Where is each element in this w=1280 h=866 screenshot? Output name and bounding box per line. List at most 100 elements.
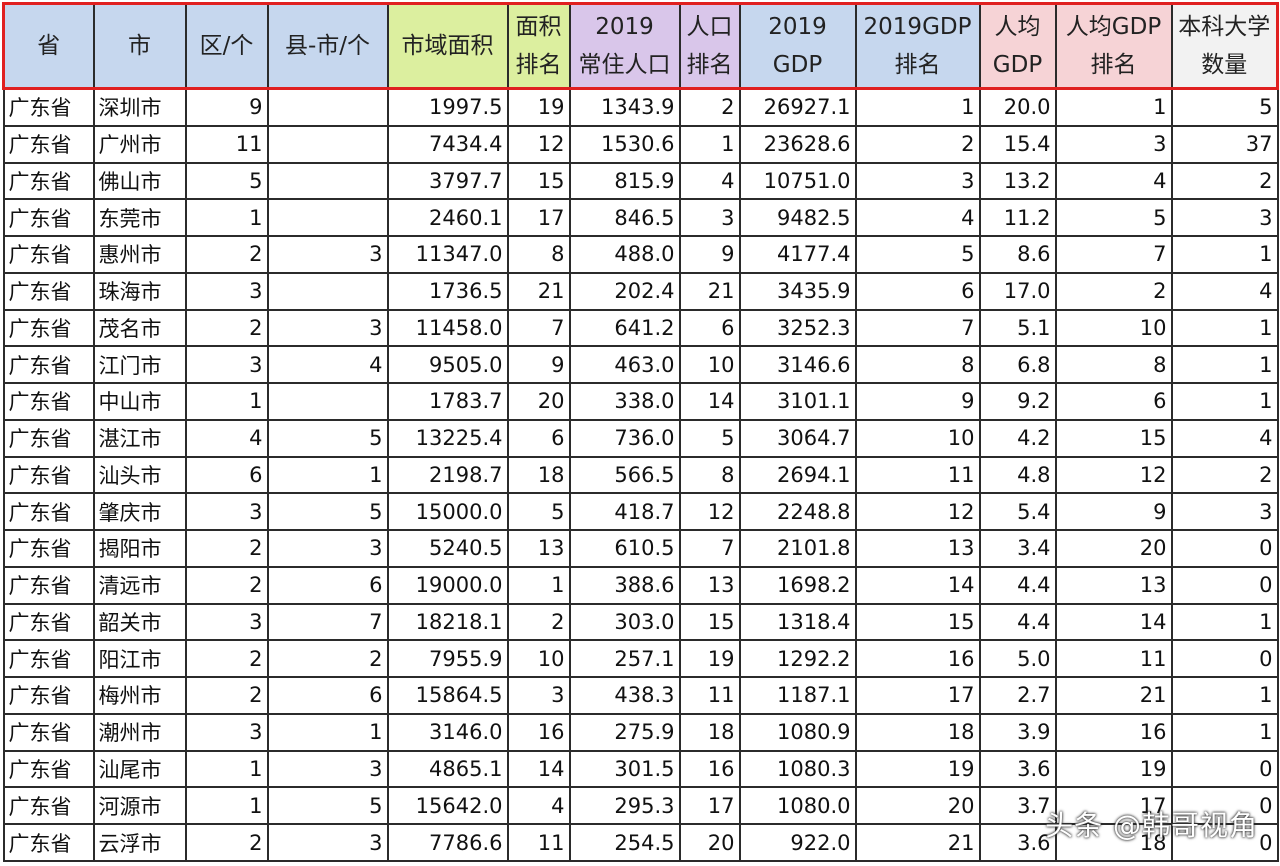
cell-province[interactable]: 广东省 — [2, 712, 95, 752]
cell-city[interactable]: 汕头市 — [92, 455, 187, 495]
cell-population[interactable]: 1343.9 — [568, 87, 681, 127]
cell-districts[interactable]: 3 — [184, 345, 269, 385]
cell-area[interactable]: 7955.9 — [386, 639, 509, 679]
header-gdp-per-capita-rank[interactable]: 人均GDP 排名 — [1054, 2, 1173, 90]
cell-population-rank[interactable]: 4 — [678, 161, 741, 201]
cell-gdp[interactable]: 1187.1 — [738, 676, 857, 715]
cell-counties[interactable]: 7 — [266, 602, 389, 642]
cell-population-rank[interactable]: 12 — [678, 492, 741, 532]
cell-population[interactable]: 641.2 — [568, 308, 681, 348]
cell-city[interactable]: 江门市 — [92, 345, 187, 385]
cell-area[interactable]: 2460.1 — [386, 198, 509, 238]
cell-universities[interactable]: 1 — [1170, 676, 1279, 715]
cell-districts[interactable]: 4 — [184, 418, 269, 458]
cell-gdp-per-capita[interactable]: 9.2 — [978, 382, 1057, 421]
cell-counties[interactable]: 5 — [266, 418, 389, 458]
cell-population-rank[interactable]: 17 — [678, 786, 741, 826]
cell-province[interactable]: 广东省 — [2, 87, 95, 127]
cell-area[interactable]: 1736.5 — [386, 271, 509, 311]
cell-area[interactable]: 9505.0 — [386, 345, 509, 385]
cell-population-rank[interactable]: 3 — [678, 198, 741, 238]
cell-gdp-per-capita-rank[interactable]: 19 — [1054, 749, 1173, 789]
cell-population-rank[interactable]: 16 — [678, 749, 741, 789]
cell-population[interactable]: 1530.6 — [568, 124, 681, 164]
cell-counties[interactable]: 5 — [266, 492, 389, 532]
cell-districts[interactable]: 2 — [184, 235, 269, 274]
cell-area[interactable]: 3146.0 — [386, 712, 509, 752]
cell-districts[interactable]: 2 — [184, 639, 269, 679]
cell-population-rank[interactable]: 20 — [678, 823, 741, 862]
cell-gdp[interactable]: 9482.5 — [738, 198, 857, 238]
cell-area-rank[interactable]: 9 — [506, 345, 571, 385]
cell-counties[interactable]: 3 — [266, 235, 389, 274]
cell-gdp[interactable]: 2101.8 — [738, 529, 857, 568]
cell-area-rank[interactable]: 6 — [506, 418, 571, 458]
cell-province[interactable]: 广东省 — [2, 676, 95, 715]
cell-universities[interactable]: 37 — [1170, 124, 1279, 164]
cell-counties[interactable] — [266, 198, 389, 238]
cell-gdp-per-capita-rank[interactable]: 8 — [1054, 345, 1173, 385]
cell-gdp[interactable]: 3435.9 — [738, 271, 857, 311]
cell-gdp-per-capita[interactable]: 4.4 — [978, 602, 1057, 642]
cell-gdp-per-capita[interactable]: 8.6 — [978, 235, 1057, 274]
cell-population-rank[interactable]: 6 — [678, 308, 741, 348]
cell-province[interactable]: 广东省 — [2, 786, 95, 826]
cell-city[interactable]: 揭阳市 — [92, 529, 187, 568]
cell-population-rank[interactable]: 7 — [678, 529, 741, 568]
cell-gdp-per-capita-rank[interactable]: 18 — [1054, 823, 1173, 862]
cell-population-rank[interactable]: 11 — [678, 676, 741, 715]
cell-universities[interactable]: 5 — [1170, 87, 1279, 127]
cell-area-rank[interactable]: 16 — [506, 712, 571, 752]
cell-population[interactable]: 301.5 — [568, 749, 681, 789]
cell-area-rank[interactable]: 11 — [506, 823, 571, 862]
cell-province[interactable]: 广东省 — [2, 161, 95, 201]
cell-gdp[interactable]: 3064.7 — [738, 418, 857, 458]
cell-gdp-per-capita[interactable]: 5.1 — [978, 308, 1057, 348]
cell-districts[interactable]: 9 — [184, 87, 269, 127]
cell-gdp-per-capita-rank[interactable]: 5 — [1054, 198, 1173, 238]
cell-province[interactable]: 广东省 — [2, 823, 95, 862]
cell-gdp-per-capita[interactable]: 5.4 — [978, 492, 1057, 532]
cell-province[interactable]: 广东省 — [2, 639, 95, 679]
cell-population[interactable]: 736.0 — [568, 418, 681, 458]
cell-gdp-per-capita[interactable]: 3.6 — [978, 749, 1057, 789]
cell-universities[interactable]: 1 — [1170, 345, 1279, 385]
cell-gdp-rank[interactable]: 14 — [854, 565, 981, 605]
cell-area[interactable]: 11347.0 — [386, 235, 509, 274]
cell-population[interactable]: 275.9 — [568, 712, 681, 752]
cell-gdp-rank[interactable]: 8 — [854, 345, 981, 385]
cell-universities[interactable]: 2 — [1170, 455, 1279, 495]
cell-population-rank[interactable]: 8 — [678, 455, 741, 495]
cell-population[interactable]: 610.5 — [568, 529, 681, 568]
cell-gdp[interactable]: 1318.4 — [738, 602, 857, 642]
cell-area[interactable]: 4865.1 — [386, 749, 509, 789]
cell-area[interactable]: 1783.7 — [386, 382, 509, 421]
cell-gdp-rank[interactable]: 1 — [854, 87, 981, 127]
cell-districts[interactable]: 3 — [184, 602, 269, 642]
cell-area[interactable]: 15000.0 — [386, 492, 509, 532]
cell-gdp[interactable]: 23628.6 — [738, 124, 857, 164]
cell-population[interactable]: 303.0 — [568, 602, 681, 642]
cell-gdp-per-capita-rank[interactable]: 9 — [1054, 492, 1173, 532]
cell-area-rank[interactable]: 10 — [506, 639, 571, 679]
cell-city[interactable]: 佛山市 — [92, 161, 187, 201]
cell-universities[interactable]: 0 — [1170, 639, 1279, 679]
cell-gdp-rank[interactable]: 7 — [854, 308, 981, 348]
cell-districts[interactable]: 2 — [184, 676, 269, 715]
cell-population-rank[interactable]: 1 — [678, 124, 741, 164]
cell-province[interactable]: 广东省 — [2, 382, 95, 421]
cell-city[interactable]: 梅州市 — [92, 676, 187, 715]
cell-area[interactable]: 15864.5 — [386, 676, 509, 715]
cell-districts[interactable]: 1 — [184, 786, 269, 826]
cell-population[interactable]: 488.0 — [568, 235, 681, 274]
cell-counties[interactable] — [266, 161, 389, 201]
header-districts[interactable]: 区/个 — [184, 2, 269, 90]
cell-districts[interactable]: 2 — [184, 823, 269, 862]
cell-gdp-per-capita[interactable]: 4.4 — [978, 565, 1057, 605]
cell-gdp-per-capita[interactable]: 4.8 — [978, 455, 1057, 495]
cell-gdp-per-capita[interactable]: 15.4 — [978, 124, 1057, 164]
cell-gdp[interactable]: 3101.1 — [738, 382, 857, 421]
cell-area[interactable]: 13225.4 — [386, 418, 509, 458]
cell-counties[interactable] — [266, 87, 389, 127]
cell-universities[interactable]: 1 — [1170, 602, 1279, 642]
